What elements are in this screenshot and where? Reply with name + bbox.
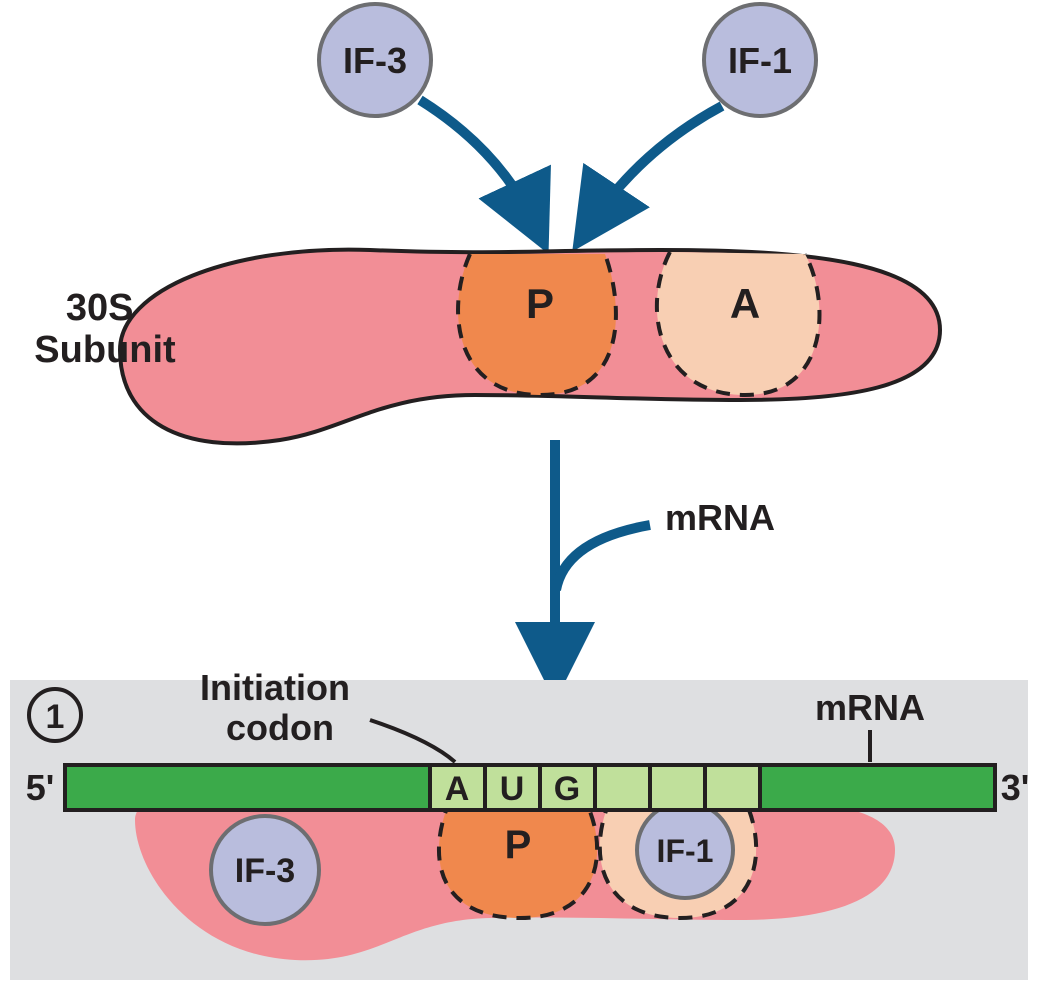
initiation-l1: Initiation	[200, 667, 350, 708]
codon-a: A	[445, 770, 470, 808]
step-number: 1	[46, 698, 65, 736]
codon-g: G	[554, 770, 580, 808]
if3-lower: IF-3	[211, 816, 319, 924]
three-prime-label: 3'	[1001, 767, 1030, 808]
arrow-if3	[420, 100, 535, 225]
mrna-right-label: mRNA	[815, 687, 925, 728]
if3-top-label: IF-3	[343, 40, 407, 81]
mrna-merge-label: mRNA	[665, 497, 775, 538]
subunit-label-l1: 30S	[66, 287, 134, 329]
initiation-l2: codon	[226, 707, 334, 748]
if1-lower-label: IF-1	[657, 833, 714, 869]
codon-u: U	[500, 770, 525, 808]
diagram-root: IF-3 IF-1 P A 30S Subunit mRNA	[0, 0, 1039, 1000]
p-site-lower-label: P	[505, 823, 532, 867]
if1-top: IF-1	[704, 4, 816, 116]
five-prime-label: 5'	[26, 767, 55, 808]
arrow-mrna-merge	[556, 525, 650, 590]
mrna-bar: A U G	[65, 765, 995, 810]
a-site-upper-label: A	[730, 280, 760, 327]
p-site-upper-label: P	[526, 280, 554, 327]
subunit-upper: P A	[120, 250, 940, 444]
if1-lower: IF-1	[637, 802, 733, 898]
if3-lower-label: IF-3	[235, 852, 295, 890]
if3-top: IF-3	[319, 4, 431, 116]
arrow-if1	[590, 106, 722, 225]
subunit-label-l2: Subunit	[34, 329, 176, 371]
if1-top-label: IF-1	[728, 40, 792, 81]
